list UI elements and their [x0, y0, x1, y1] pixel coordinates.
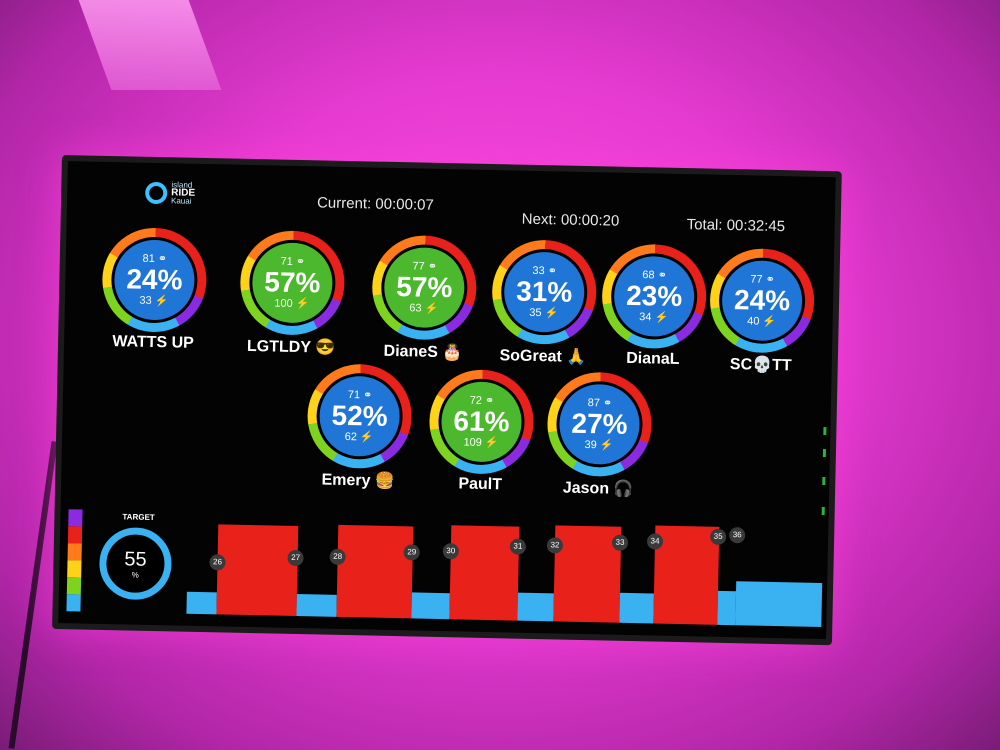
- rider-name: Emery 🍔: [321, 471, 396, 491]
- rider-card: 71 ⚭ 52% 62 ⚡ Emery 🍔: [299, 363, 420, 491]
- rider-percent: 57%: [395, 271, 453, 304]
- rider-power: 40 ⚡: [747, 315, 777, 328]
- rider-percent: 57%: [264, 266, 321, 299]
- segment-label: 27: [287, 549, 304, 567]
- interval-bar-low: [717, 590, 737, 626]
- rider-percent: 24%: [126, 263, 183, 296]
- gear-icon: [144, 181, 168, 205]
- rider-card: 77 ⚭ 57% 63 ⚡ DianeS 🎂: [364, 234, 485, 362]
- current-timer: Current: 00:00:07: [316, 194, 434, 214]
- interval-bar-high: [216, 524, 299, 617]
- rider-dial: 71 ⚭ 52% 62 ⚡: [306, 363, 413, 470]
- rider-percent: 52%: [331, 399, 388, 432]
- target-value: 55: [124, 547, 147, 571]
- interval-bar-low: [735, 581, 823, 628]
- interval-bar-low: [517, 592, 554, 622]
- segment-label: 31: [509, 538, 527, 555]
- interval-bar-high: [553, 525, 622, 623]
- rider-dial-center: 68 ⚭ 23% 34 ⚡: [613, 255, 695, 338]
- rider-power: 100 ⚡: [274, 297, 310, 311]
- rider-power: 63 ⚡: [409, 302, 439, 315]
- interval-bar-low: [411, 592, 450, 620]
- interval-bar-high: [336, 524, 414, 619]
- status-led: [823, 427, 827, 436]
- rider-power: 109 ⚡: [463, 436, 499, 450]
- rider-name: WATTS UP: [112, 333, 194, 352]
- rider-name: SC💀TT: [729, 356, 792, 375]
- rider-card: 81 ⚭ 24% 33 ⚡ WATTS UP: [94, 226, 215, 353]
- rider-dial-center: 71 ⚭ 57% 100 ⚡: [251, 242, 334, 324]
- rider-dial-center: 33 ⚭ 31% 35 ⚡: [503, 251, 586, 333]
- rider-card: 77 ⚭ 24% 40 ⚡ SC💀TT: [702, 247, 823, 375]
- rider-power: 34 ⚡: [639, 311, 669, 324]
- target-label: TARGET: [122, 512, 155, 523]
- rider-card: 68 ⚭ 23% 34 ⚡ DianaL: [594, 243, 715, 369]
- rider-name: LGTLDY 😎: [246, 337, 336, 357]
- rider-name: DianeS 🎂: [383, 342, 463, 362]
- rider-percent: 23%: [625, 279, 683, 313]
- logo: island RIDE Kauai: [144, 180, 195, 206]
- target-unit: %: [131, 570, 139, 580]
- interval-bar-low: [186, 591, 217, 615]
- next-timer: Next: 00:00:20: [521, 210, 620, 230]
- rider-card: 72 ⚭ 61% 109 ⚡ PaulT: [421, 368, 542, 495]
- target-ring: 55 %: [98, 526, 173, 601]
- total-timer: Total: 00:32:45: [686, 216, 786, 236]
- rider-percent: 31%: [515, 275, 573, 308]
- rider-card: 33 ⚭ 31% 35 ⚡ SoGreat 🙏: [484, 239, 605, 367]
- ceiling-beam: [78, 0, 222, 90]
- segment-label: 33: [611, 534, 629, 551]
- status-led: [821, 506, 825, 516]
- rider-dial: 68 ⚭ 23% 34 ⚡: [601, 243, 708, 350]
- interval-bar-low: [296, 594, 337, 617]
- rider-power: 39 ⚡: [584, 439, 614, 452]
- rider-power: 33 ⚡: [139, 294, 169, 308]
- rider-dial-center: 71 ⚭ 52% 62 ⚡: [318, 375, 401, 458]
- interval-bar-high: [449, 525, 520, 621]
- logo-sub-text: Kauai: [170, 196, 192, 206]
- status-led: [822, 449, 827, 458]
- rider-dial: 87 ⚭ 27% 39 ⚡: [546, 371, 653, 478]
- status-led: [822, 476, 826, 486]
- rider-power: 62 ⚡: [344, 430, 374, 444]
- rider-dial: 72 ⚭ 61% 109 ⚡: [428, 368, 535, 475]
- rider-dial: 77 ⚭ 24% 40 ⚡: [709, 247, 816, 354]
- rider-dial-center: 77 ⚭ 57% 63 ⚡: [383, 246, 466, 329]
- rider-dial: 71 ⚭ 57% 100 ⚡: [239, 229, 346, 336]
- interval-chart: 26 27 28 29 30 31 32 33 34 35 36: [186, 504, 828, 628]
- rider-percent: 27%: [571, 407, 628, 440]
- rider-name: PaulT: [458, 475, 503, 494]
- rider-dial-center: 87 ⚭ 27% 39 ⚡: [558, 383, 641, 466]
- power-cable: [8, 441, 58, 749]
- rider-name: Jason 🎧: [562, 479, 634, 499]
- segment-label: 29: [403, 544, 420, 561]
- rider-dial-center: 77 ⚭ 24% 40 ⚡: [721, 259, 803, 342]
- rider-card: 71 ⚭ 57% 100 ⚡ LGTLDY 😎: [232, 229, 353, 358]
- segment-label: 35: [709, 528, 727, 545]
- rider-dial: 77 ⚭ 57% 63 ⚡: [371, 234, 478, 341]
- rider-card: 87 ⚭ 27% 39 ⚡ Jason 🎧: [539, 371, 660, 499]
- tv-screen: island RIDE Kauai Current: 00:00:07 Next…: [52, 155, 842, 646]
- rider-dial-center: 72 ⚭ 61% 109 ⚡: [440, 381, 523, 463]
- segment-label: 36: [729, 527, 746, 544]
- rider-name: SoGreat 🙏: [499, 347, 587, 367]
- interval-bar-high: [653, 525, 720, 625]
- rider-dial: 33 ⚭ 31% 35 ⚡: [491, 239, 598, 346]
- rider-dial-center: 81 ⚭ 24% 33 ⚡: [113, 239, 196, 321]
- rider-percent: 24%: [733, 284, 791, 317]
- zone-color-strip: [66, 509, 83, 612]
- rider-power: 35 ⚡: [529, 306, 559, 320]
- interval-bar-low: [619, 592, 654, 624]
- rider-dial: 81 ⚭ 24% 33 ⚡: [101, 226, 208, 334]
- rider-percent: 61%: [453, 405, 510, 438]
- rider-name: DianaL: [626, 349, 680, 368]
